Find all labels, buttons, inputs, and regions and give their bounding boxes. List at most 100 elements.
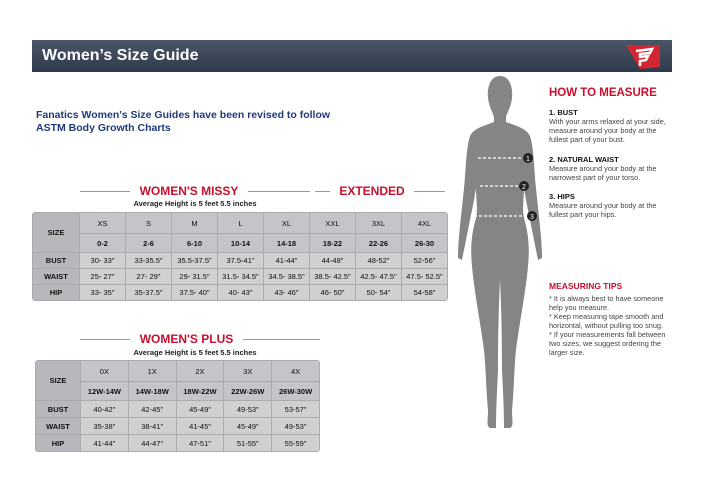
size-number: 18-22 — [310, 234, 355, 252]
measure-cell: 38-41" — [128, 418, 176, 434]
measure-cell: 45-49" — [224, 418, 272, 434]
measure-cell: 33- 35" — [80, 285, 125, 300]
measure-cell: 44-47" — [128, 435, 176, 451]
measure-cell: 55-59" — [272, 435, 319, 451]
size-number: 26-30 — [402, 234, 447, 252]
subtitle: Average Height is 5 feet 5.5 inches — [133, 348, 257, 357]
measure-cell: 41-44" — [264, 253, 309, 268]
measure-cell: 49-53" — [272, 418, 319, 434]
size-header: 4X — [272, 361, 319, 381]
measure-cell: 40- 43" — [218, 285, 263, 300]
measure-cell: 45-49" — [176, 401, 224, 417]
row-label: HIP — [33, 285, 79, 300]
size-header: L — [218, 213, 263, 233]
size-header: 2X — [176, 361, 224, 381]
measure-cell: 47.5- 52.5" — [402, 269, 447, 284]
size-number: 14W-18W — [128, 382, 176, 400]
measure-cell: 53-57" — [272, 401, 319, 417]
how-item: 2. NATURAL WAIST Measure around your body… — [549, 155, 674, 182]
row-label: WAIST — [33, 269, 79, 284]
logo — [626, 45, 660, 69]
row-label: HIP — [36, 435, 80, 451]
measure-cell: 42-45" — [128, 401, 176, 417]
section-title: WOMEN'S MISSY — [130, 184, 248, 198]
measure-cell: 42.5- 47.5" — [356, 269, 401, 284]
measure-cell: 31.5- 34.5" — [218, 269, 263, 284]
measure-cell: 35.5-37.5" — [172, 253, 217, 268]
tip: * Keep measuring tape smooth and horizon… — [549, 312, 664, 330]
size-number: 0-2 — [80, 234, 125, 252]
measure-cell: 49-53" — [224, 401, 272, 417]
tips-title: MEASURING TIPS — [549, 281, 623, 291]
measure-cell: 43- 46" — [264, 285, 309, 300]
measure-cell: 25- 27" — [80, 269, 125, 284]
size-table: SIZE XS S M L XL XXL 3XL 4XL 0-2 2-6 6-10 10-14 14-18… — [32, 212, 448, 301]
size-number: 26W-30W — [272, 382, 319, 400]
size-header: XXL — [310, 213, 355, 233]
measure-cell: 54-58" — [402, 285, 447, 300]
measure-cell: 30- 33" — [80, 253, 125, 268]
measure-cell: 37.5- 40" — [172, 285, 217, 300]
measure-cell: 52-56" — [402, 253, 447, 268]
how-heading: 2. NATURAL WAIST — [549, 155, 619, 164]
header-title: Women’s Size Guide — [42, 47, 199, 64]
measure-cell: 35-37.5" — [126, 285, 171, 300]
size-header: S — [126, 213, 171, 233]
measure-cell: 38.5- 42.5" — [310, 269, 355, 284]
size-label: SIZE — [36, 361, 80, 400]
header-bar: Women’s Size Guide — [32, 40, 672, 72]
size-number: 2-6 — [126, 234, 171, 252]
size-header: 4XL — [402, 213, 447, 233]
size-label: SIZE — [33, 213, 79, 252]
measure-cell: 40-42" — [81, 401, 128, 417]
measure-cell: 29- 31.5" — [172, 269, 217, 284]
tips: * It is always best to have someone help… — [549, 294, 674, 357]
how-item: 3. HIPS Measure around your body at the f… — [549, 192, 674, 219]
body-figure: 1 2 3 — [458, 76, 542, 428]
size-header: XS — [80, 213, 125, 233]
size-header: XL — [264, 213, 309, 233]
how-text: Measure around your body at the fullest … — [549, 201, 657, 219]
intro-line: ASTM Body Growth Charts — [36, 122, 171, 134]
size-number: 18W-22W — [176, 382, 224, 400]
size-header: 1X — [128, 361, 176, 381]
intro-line: Fanatics Women's Size Guides have been r… — [36, 109, 331, 121]
measure-cell: 41-45" — [176, 418, 224, 434]
how-text: With your arms relaxed at your side, mea… — [549, 117, 666, 144]
measure-cell: 47-51" — [176, 435, 224, 451]
tip: * If your measurements fall between two … — [549, 330, 666, 357]
measure-cell: 46- 50" — [310, 285, 355, 300]
measure-cell: 27- 29" — [126, 269, 171, 284]
how-text: Measure around your body at the narrowes… — [549, 164, 657, 182]
size-number: 10-14 — [218, 234, 263, 252]
size-number: 6-10 — [172, 234, 217, 252]
size-number: 12W-14W — [81, 382, 128, 400]
size-header: 0X — [81, 361, 128, 381]
row-label: WAIST — [36, 418, 80, 434]
section-title: EXTENDED — [330, 184, 414, 198]
marker: 2 — [522, 184, 526, 191]
tip: * It is always best to have someone help… — [549, 294, 664, 312]
size-number: 22-26 — [356, 234, 401, 252]
measure-cell: 50- 54" — [356, 285, 401, 300]
size-header: 3X — [224, 361, 272, 381]
how-heading: 1. BUST — [549, 108, 578, 117]
how-heading: 3. HIPS — [549, 192, 575, 201]
measure-cell: 44-48" — [310, 253, 355, 268]
marker: 3 — [530, 214, 534, 221]
how-title: HOW TO MEASURE — [549, 87, 657, 99]
size-header: M — [172, 213, 217, 233]
measure-cell: 51-55" — [224, 435, 272, 451]
how-item: 1. BUST With your arms relaxed at your si… — [549, 108, 674, 144]
size-number: 14-18 — [264, 234, 309, 252]
size-table: SIZE 0X 1X 2X 3X 4X 12W-14W 14W-18W 18W-22W 22W-2… — [35, 360, 320, 452]
marker: 1 — [526, 156, 530, 163]
size-number: 22W-26W — [224, 382, 272, 400]
subtitle: Average Height is 5 feet 5.5 inches — [133, 199, 257, 208]
measure-cell: 34.5- 38.5" — [264, 269, 309, 284]
size-header: 3XL — [356, 213, 401, 233]
section-title: WOMEN'S PLUS — [130, 332, 243, 346]
row-label: BUST — [36, 401, 80, 417]
measure-cell: 33-35.5" — [126, 253, 171, 268]
